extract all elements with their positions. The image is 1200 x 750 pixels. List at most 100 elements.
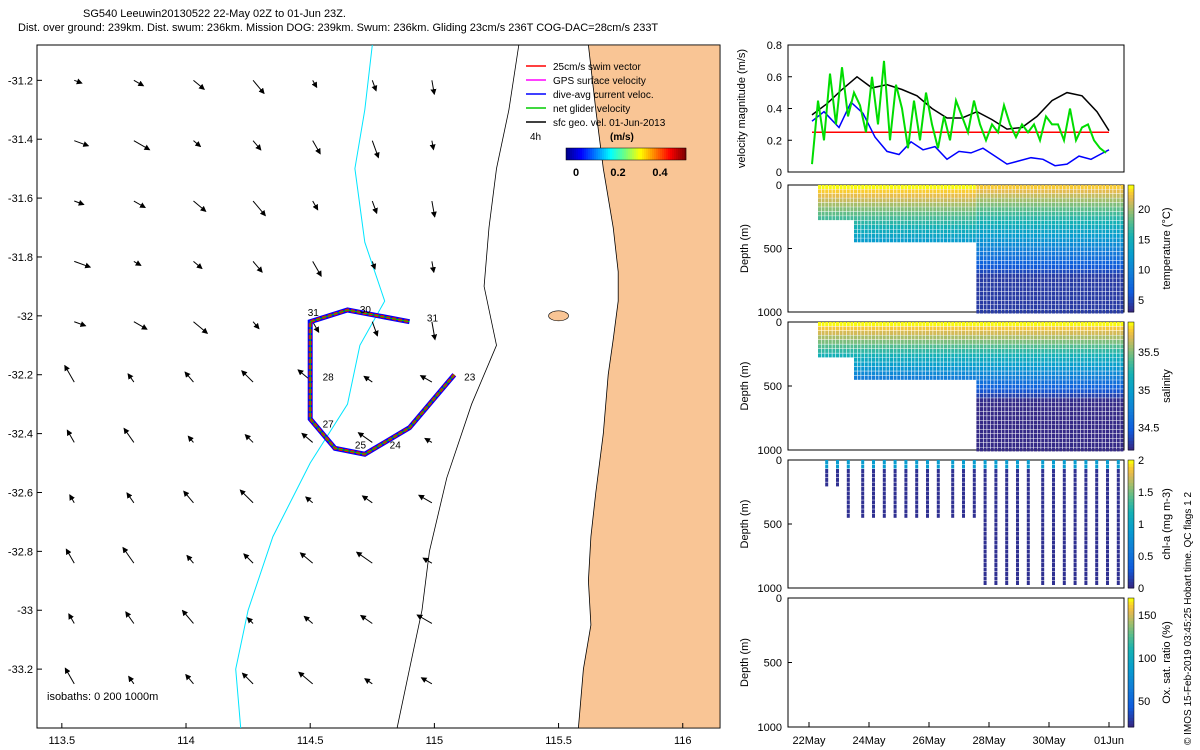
depth-cell	[868, 220, 872, 225]
depth-cell	[1113, 366, 1117, 371]
depth-cell	[947, 344, 951, 349]
depth-cell	[983, 380, 987, 385]
depth-cell	[879, 331, 883, 335]
depth-cell	[947, 198, 951, 203]
geo-velocity-arrow	[66, 429, 75, 443]
depth-cell	[897, 348, 901, 353]
depth-cell	[1091, 198, 1095, 203]
depth-cell	[990, 225, 994, 229]
depth-cell	[969, 233, 973, 238]
depth-cell	[1116, 362, 1120, 367]
colorbar-cell	[1128, 646, 1134, 651]
depth-cell	[1005, 322, 1009, 326]
depth-cell	[1120, 242, 1124, 247]
depth-cell	[1041, 469, 1045, 473]
colorbar-cell	[572, 148, 575, 160]
depth-cell	[1073, 211, 1077, 216]
depth-cell	[1034, 287, 1037, 292]
depth-cell	[1001, 344, 1005, 349]
depth-cell	[972, 193, 976, 198]
depth-cell	[1073, 357, 1077, 362]
depth-cell	[1070, 198, 1073, 203]
depth-cell	[1095, 216, 1099, 221]
depth-cell	[1048, 202, 1052, 207]
depth-cell	[1116, 411, 1120, 416]
depth-cell	[1062, 322, 1066, 326]
depth-cell	[1073, 366, 1077, 371]
depth-cell	[926, 477, 929, 482]
depth-cell	[1106, 513, 1109, 518]
depth-cell	[904, 202, 908, 207]
depth-cell	[1048, 211, 1052, 216]
depth-cell	[1098, 189, 1102, 194]
colorbar-cell	[580, 148, 583, 160]
depth-cell	[976, 411, 980, 416]
depth-cell	[1026, 531, 1030, 536]
depth-cell	[1091, 389, 1095, 394]
depth-cell	[1059, 443, 1063, 447]
depth-cell	[1008, 193, 1012, 198]
depth-cell	[1008, 420, 1012, 425]
depth-cell	[893, 198, 897, 203]
depth-cell	[1044, 300, 1048, 305]
depth-cell	[954, 348, 958, 353]
depth-cell	[875, 220, 879, 225]
depth-cell	[836, 344, 839, 349]
depth-cell	[1023, 185, 1027, 189]
depth-cell	[918, 198, 922, 203]
depth-cell	[987, 198, 991, 203]
depth-cell	[1012, 335, 1016, 340]
y-tick-label: 0	[776, 317, 782, 329]
depth-cell	[1098, 425, 1102, 429]
depth-cell	[828, 202, 832, 207]
depth-cell	[854, 366, 857, 371]
depth-cell	[926, 198, 929, 203]
depth-cell	[1120, 225, 1124, 229]
depth-cell	[1044, 443, 1048, 447]
colorbar-cell	[1128, 581, 1134, 586]
depth-cell	[922, 225, 926, 229]
colorbar-cell	[646, 148, 649, 160]
depth-cell	[1084, 563, 1088, 567]
depth-cell	[983, 322, 987, 326]
depth-cell	[1008, 207, 1012, 212]
depth-cell	[915, 371, 919, 376]
depth-cell	[836, 207, 839, 212]
depth-cell	[908, 362, 911, 367]
depth-cell	[1052, 371, 1055, 376]
depth-cell	[1005, 193, 1009, 198]
depth-cell	[1091, 402, 1095, 407]
depth-cell	[915, 193, 919, 198]
depth-cell	[893, 469, 897, 473]
depth-cell	[1066, 447, 1070, 452]
depth-cell	[1030, 434, 1034, 438]
depth-cell	[861, 348, 865, 353]
geo-velocity-arrow	[68, 613, 75, 624]
depth-cell	[918, 371, 922, 376]
depth-cell	[965, 371, 969, 376]
depth-cell	[926, 238, 929, 243]
depth-cell	[1095, 504, 1099, 509]
depth-cell	[1037, 233, 1041, 238]
geo-velocity-arrow	[301, 432, 314, 443]
depth-cell	[1095, 242, 1099, 247]
depth-cell	[1070, 216, 1073, 221]
colorbar-cell	[1128, 607, 1134, 612]
depth-cell	[875, 189, 879, 194]
depth-cell	[1116, 420, 1120, 425]
depth-cell	[1062, 185, 1066, 189]
depth-cell	[1062, 567, 1066, 572]
depth-cell	[940, 339, 944, 344]
colorbar-cell	[1128, 672, 1134, 676]
depth-cell	[1102, 425, 1106, 429]
depth-cell	[1005, 273, 1009, 278]
depth-cell	[1052, 495, 1055, 500]
depth-cell	[1098, 348, 1102, 353]
depth-cell	[886, 371, 890, 376]
depth-cell	[958, 225, 962, 229]
depth-cell	[875, 339, 879, 344]
series-line	[811, 100, 1110, 167]
depth-cell	[1113, 220, 1117, 225]
depth-cell	[922, 202, 926, 207]
depth-cell	[1095, 287, 1099, 292]
